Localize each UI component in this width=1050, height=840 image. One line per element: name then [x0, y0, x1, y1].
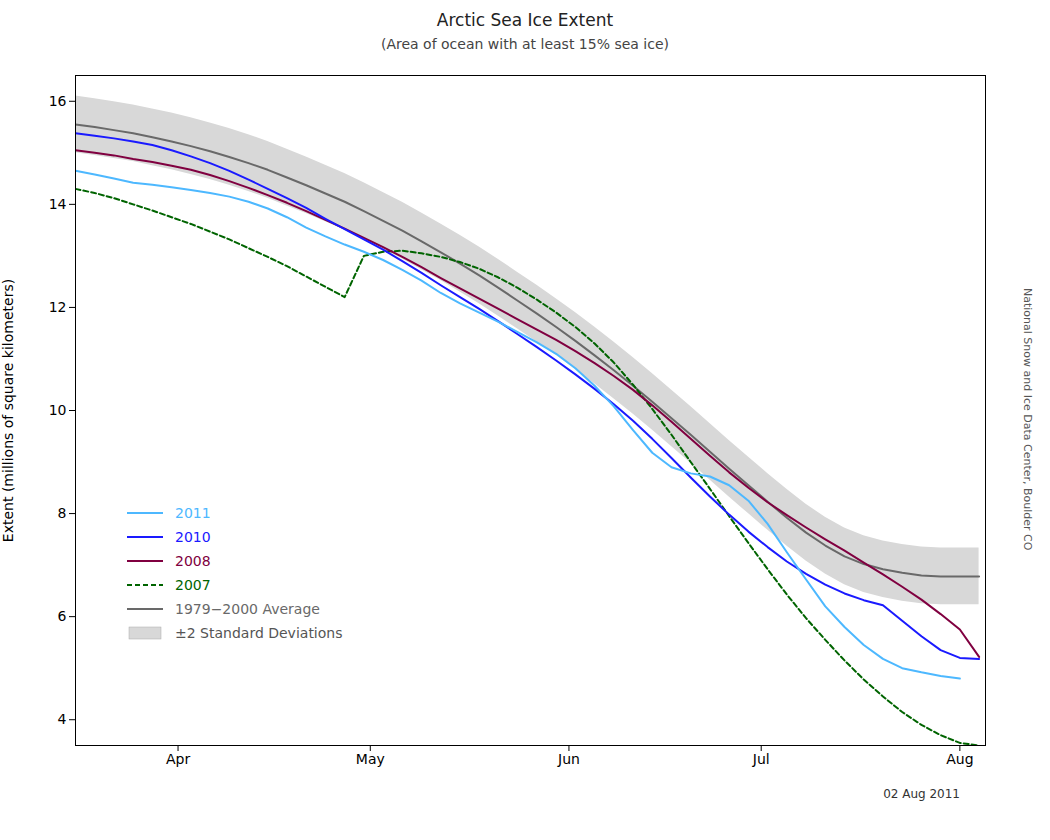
html-text:2007: 2007 — [175, 576, 211, 593]
svg-text:May: May — [356, 751, 385, 767]
svg-text:16: 16 — [49, 92, 67, 108]
svg-text:Aug: Aug — [946, 751, 973, 767]
svg-text:10: 10 — [49, 401, 67, 417]
html-text:1979−2000 Average: 1979−2000 Average — [175, 600, 320, 617]
svg-text:Apr: Apr — [166, 751, 190, 767]
svg-text:12: 12 — [49, 298, 67, 314]
svg-text:6: 6 — [58, 608, 67, 624]
svg-text:Extent (millions of square kil: Extent (millions of square kilometers) — [0, 278, 16, 541]
html-text:2011: 2011 — [175, 504, 211, 521]
html-text:(Area of ocean with at least 1: (Area of ocean with at least 15% sea ice… — [381, 35, 669, 52]
svg-text:Jul: Jul — [752, 751, 770, 767]
html-text:02 Aug 2011: 02 Aug 2011 — [883, 786, 960, 801]
html-text:±2 Standard Deviations: ±2 Standard Deviations — [175, 624, 343, 641]
html-text:2010: 2010 — [175, 528, 211, 545]
html-text:National Snow and Ice Data Cen: National Snow and Ice Data Center, Bould… — [1021, 288, 1034, 551]
svg-text:14: 14 — [49, 195, 67, 211]
html-text:Arctic Sea Ice Extent: Arctic Sea Ice Extent — [436, 10, 614, 30]
svg-text:Jun: Jun — [557, 751, 580, 767]
svg-text:4: 4 — [58, 711, 67, 727]
svg-text:8: 8 — [58, 505, 67, 521]
html-text:2008: 2008 — [175, 552, 211, 569]
